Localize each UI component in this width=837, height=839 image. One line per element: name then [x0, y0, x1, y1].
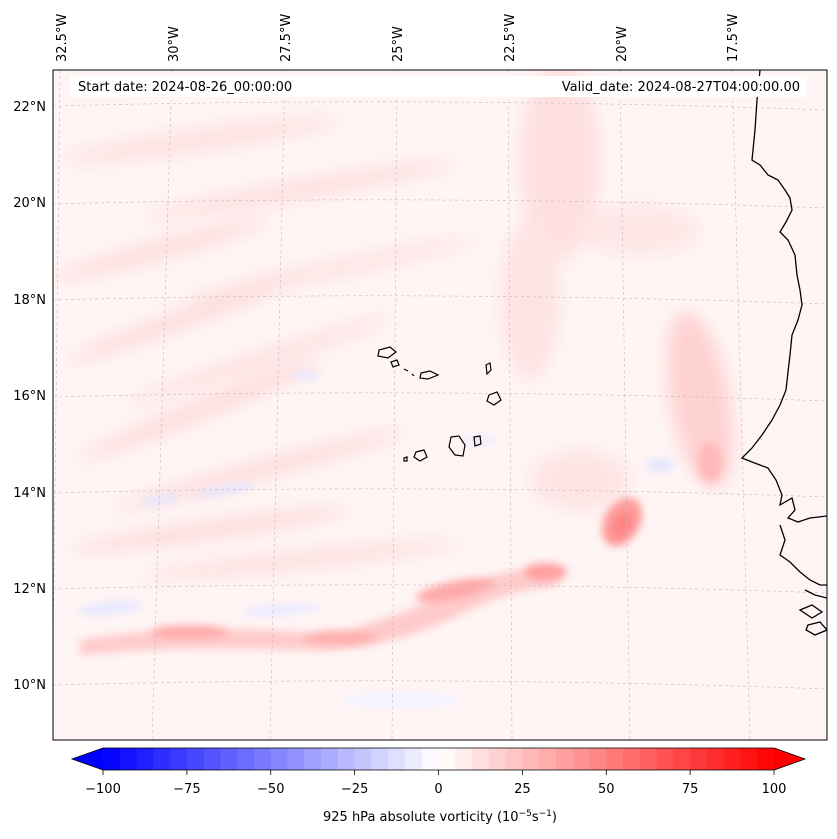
lat-label: 10°N [13, 678, 46, 693]
lon-label: 20°W [615, 26, 630, 62]
colorbar-cell [321, 748, 339, 770]
map-frame [52, 69, 828, 741]
colorbar-label: 925 hPa absolute vorticity (10−5s−1) [323, 809, 557, 825]
colorbar-arrow-right [774, 748, 805, 770]
positive-vorticity-band [80, 442, 722, 655]
lon-label: 22.5°W [503, 14, 518, 62]
colorbar-cell [304, 748, 322, 770]
colorbar-cell [170, 748, 188, 770]
graticule [53, 70, 827, 740]
colorbar-ticks: −100 −75 −50 −25 0 25 50 75 100 [85, 770, 786, 797]
lat-label: 14°N [13, 486, 46, 501]
colorbar-tick-label: 100 [762, 782, 787, 797]
colorbar-cell [287, 748, 305, 770]
lat-label: 20°N [13, 196, 46, 211]
colorbar-cell [555, 748, 574, 770]
colorbar-cell [203, 748, 221, 770]
colorbar-cell [388, 748, 406, 770]
lon-label: 30°W [167, 26, 182, 62]
colorbar-tick-label: −100 [85, 782, 121, 797]
latitude-labels: 22°N 20°N 18°N 16°N 14°N 12°N 10°N [13, 100, 46, 693]
colorbar-cell [606, 748, 624, 770]
colorbar-cell [270, 748, 289, 770]
date-banner [70, 76, 807, 97]
map-plot-area [53, 70, 827, 740]
colorbar-cell [656, 748, 674, 770]
colorbar-cell [673, 748, 691, 770]
lat-label: 16°N [13, 389, 46, 404]
colorbar-cell [438, 748, 456, 770]
colorbar-cell [488, 748, 507, 770]
colorbar-cell [572, 748, 590, 770]
vorticity-field [53, 70, 734, 579]
colorbar-cell [186, 748, 205, 770]
colorbar-tick-label: 25 [514, 782, 531, 797]
colorbar-cell [354, 748, 372, 770]
lon-label: 25°W [391, 26, 406, 62]
cape-verde-islands [377, 346, 502, 462]
colorbar-cell [639, 748, 658, 770]
colorbar: −100 −75 −50 −25 0 25 50 75 100 925 hPa absolute… [70, 747, 807, 825]
colorbar-cell [740, 748, 758, 770]
colorbar-cell [237, 748, 255, 770]
longitude-labels: 32.5°W 30°W 27.5°W 25°W 22.5°W 20°W 17.5… [55, 14, 741, 62]
colorbar-cell [119, 748, 138, 770]
colorbar-arrow-left [72, 748, 103, 770]
colorbar-cell [136, 748, 154, 770]
lat-label: 18°N [13, 293, 46, 308]
colorbar-cell [455, 748, 473, 770]
colorbar-tick-label: −75 [173, 782, 200, 797]
colorbar-cell [706, 748, 725, 770]
lon-label: 17.5°W [726, 14, 741, 62]
colorbar-cell [505, 748, 523, 770]
colorbar-cell [337, 748, 356, 770]
colorbar-cell [472, 748, 490, 770]
colorbar-cell [404, 748, 423, 770]
colorbar-cell [103, 748, 121, 770]
coastline [740, 70, 827, 636]
lat-label: 22°N [13, 100, 46, 115]
colorbar-tick-label: 75 [682, 782, 699, 797]
colorbar-tick-label: 50 [598, 782, 615, 797]
colorbar-cell [690, 748, 708, 770]
colorbar-cell [757, 748, 775, 770]
colorbar-tick-label: −25 [341, 782, 368, 797]
colorbar-cell [589, 748, 607, 770]
colorbar-cell [623, 748, 641, 770]
lat-label: 12°N [13, 582, 46, 597]
colorbar-cell [253, 748, 272, 770]
colorbar-tick-label: 0 [434, 782, 442, 797]
colorbar-cell [153, 748, 171, 770]
colorbar-cell [723, 748, 741, 770]
start-date-label: Start date: 2024-08-26_00:00:00 [78, 80, 292, 95]
colorbar-cell [421, 748, 439, 770]
colorbar-cell [522, 748, 540, 770]
lon-label: 32.5°W [55, 14, 70, 62]
valid-date-label: Valid_date: 2024-08-27T04:00:00.00 [562, 80, 800, 95]
lon-label: 27.5°W [279, 14, 294, 62]
colorbar-cell [371, 748, 389, 770]
colorbar-cell [220, 748, 238, 770]
colorbar-tick-label: −50 [257, 782, 284, 797]
colorbar-cells [103, 748, 775, 770]
colorbar-cell [539, 748, 557, 770]
